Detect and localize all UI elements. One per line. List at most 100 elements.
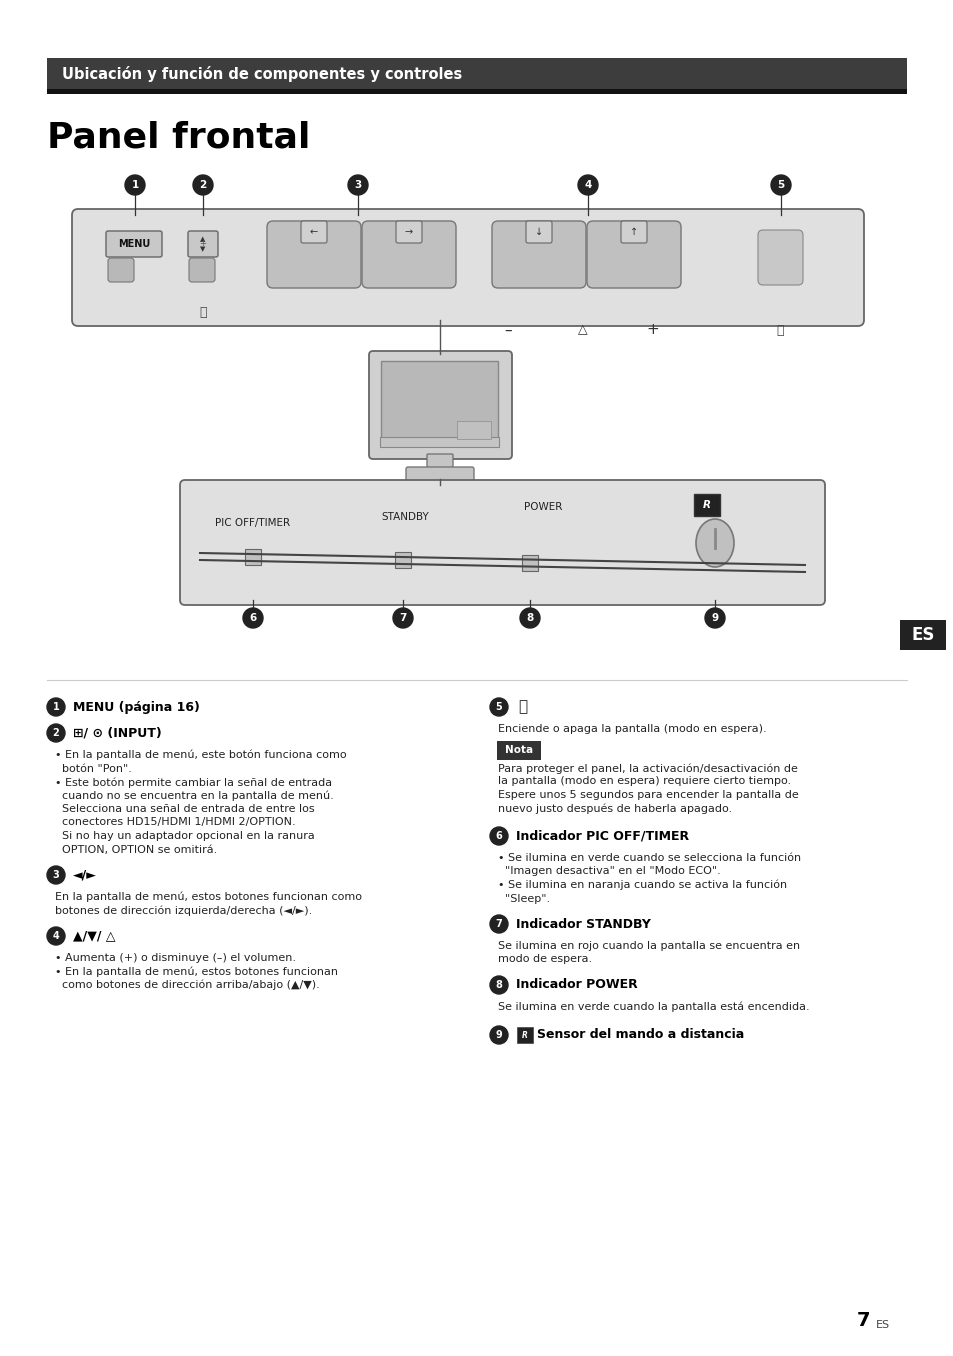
FancyBboxPatch shape	[369, 351, 512, 458]
Text: nuevo justo después de haberla apagado.: nuevo justo después de haberla apagado.	[497, 804, 731, 814]
FancyBboxPatch shape	[71, 209, 863, 325]
FancyBboxPatch shape	[267, 221, 360, 287]
Text: Panel frontal: Panel frontal	[47, 119, 310, 155]
FancyBboxPatch shape	[379, 437, 498, 447]
FancyBboxPatch shape	[620, 221, 646, 243]
FancyBboxPatch shape	[361, 221, 456, 287]
Text: modo de espera.: modo de espera.	[497, 955, 592, 964]
FancyBboxPatch shape	[245, 549, 261, 565]
Text: ▲: ▲	[200, 236, 206, 241]
Text: • En la pantalla de menú, estos botones funcionan: • En la pantalla de menú, estos botones …	[55, 967, 337, 978]
Text: ES: ES	[910, 626, 934, 644]
Text: Selecciona una señal de entrada de entre los: Selecciona una señal de entrada de entre…	[55, 804, 314, 814]
Text: • Este botón permite cambiar la señal de entrada: • Este botón permite cambiar la señal de…	[55, 777, 332, 788]
FancyBboxPatch shape	[180, 480, 824, 605]
Circle shape	[47, 866, 65, 884]
FancyBboxPatch shape	[395, 221, 421, 243]
Text: ↓: ↓	[535, 226, 542, 237]
FancyBboxPatch shape	[525, 221, 552, 243]
Text: Para proteger el panel, la activación/desactivación de: Para proteger el panel, la activación/de…	[497, 763, 797, 773]
Text: 8: 8	[495, 980, 502, 990]
Text: 8: 8	[526, 613, 533, 622]
Text: 3: 3	[52, 871, 59, 880]
Text: 4: 4	[583, 180, 591, 190]
Text: ▼: ▼	[200, 245, 206, 252]
Text: Ubicación y función de componentes y controles: Ubicación y función de componentes y con…	[62, 66, 462, 81]
Text: 7: 7	[496, 919, 502, 929]
Circle shape	[348, 175, 368, 195]
Text: OPTION, OPTION se omitirá.: OPTION, OPTION se omitirá.	[55, 845, 217, 854]
Ellipse shape	[696, 519, 733, 567]
Text: MENU: MENU	[118, 239, 150, 250]
Text: 6: 6	[496, 831, 502, 841]
Text: • Aumenta (+) o disminuye (–) el volumen.: • Aumenta (+) o disminuye (–) el volumen…	[55, 953, 295, 963]
Text: POWER: POWER	[523, 502, 561, 513]
Text: Se ilumina en rojo cuando la pantalla se encuentra en: Se ilumina en rojo cuando la pantalla se…	[497, 941, 800, 951]
Text: STANDBY: STANDBY	[381, 513, 429, 522]
Text: Se ilumina en verde cuando la pantalla está encendida.: Se ilumina en verde cuando la pantalla e…	[497, 1002, 809, 1013]
Text: 7: 7	[399, 613, 406, 622]
Text: PIC OFF/TIMER: PIC OFF/TIMER	[215, 518, 291, 527]
Circle shape	[125, 175, 145, 195]
FancyBboxPatch shape	[492, 221, 585, 287]
Bar	[899, 620, 945, 650]
Circle shape	[47, 724, 65, 742]
Circle shape	[243, 607, 263, 628]
Text: Indicador PIC OFF/TIMER: Indicador PIC OFF/TIMER	[516, 830, 688, 842]
Text: MENU (página 16): MENU (página 16)	[73, 701, 200, 713]
FancyBboxPatch shape	[497, 740, 540, 759]
Circle shape	[47, 698, 65, 716]
Text: 3: 3	[354, 180, 361, 190]
Text: ↑: ↑	[629, 226, 638, 237]
Text: 9: 9	[711, 613, 718, 622]
Text: –: –	[503, 323, 511, 338]
Text: +: +	[199, 240, 206, 248]
FancyBboxPatch shape	[380, 361, 497, 439]
FancyBboxPatch shape	[188, 231, 218, 258]
Text: la pantalla (modo en espera) requiere cierto tiempo.: la pantalla (modo en espera) requiere ci…	[497, 777, 790, 786]
FancyBboxPatch shape	[758, 231, 802, 285]
FancyBboxPatch shape	[406, 466, 474, 481]
Bar	[47, 58, 906, 89]
Text: cuando no se encuentra en la pantalla de menú.: cuando no se encuentra en la pantalla de…	[55, 791, 334, 801]
Circle shape	[490, 1026, 507, 1044]
Text: como botones de dirección arriba/abajo (▲/▼).: como botones de dirección arriba/abajo (…	[55, 980, 319, 990]
Text: 5: 5	[496, 702, 502, 712]
Text: conectores HD15/HDMI 1/HDMI 2/OPTION.: conectores HD15/HDMI 1/HDMI 2/OPTION.	[55, 818, 295, 827]
Text: Sensor del mando a distancia: Sensor del mando a distancia	[537, 1028, 743, 1041]
Circle shape	[393, 607, 413, 628]
Text: R: R	[702, 500, 710, 510]
Text: • Se ilumina en naranja cuando se activa la función: • Se ilumina en naranja cuando se activa…	[497, 880, 786, 891]
Text: ⊞/ ⊙ (INPUT): ⊞/ ⊙ (INPUT)	[73, 727, 162, 739]
FancyBboxPatch shape	[693, 494, 720, 517]
Text: Indicador STANDBY: Indicador STANDBY	[516, 918, 650, 930]
Text: +: +	[646, 323, 659, 338]
Circle shape	[490, 915, 507, 933]
FancyBboxPatch shape	[456, 420, 491, 439]
Text: Nota: Nota	[504, 744, 533, 755]
Text: botón "Pon".: botón "Pon".	[55, 763, 132, 773]
Text: ⏻: ⏻	[776, 324, 783, 336]
Text: Enciende o apaga la pantalla (modo en espera).: Enciende o apaga la pantalla (modo en es…	[497, 724, 766, 734]
Circle shape	[47, 928, 65, 945]
FancyBboxPatch shape	[108, 258, 133, 282]
Text: Indicador POWER: Indicador POWER	[516, 979, 638, 991]
Text: 1: 1	[52, 702, 59, 712]
Text: ◄/►: ◄/►	[73, 868, 97, 881]
FancyBboxPatch shape	[521, 555, 537, 571]
Text: • Se ilumina en verde cuando se selecciona la función: • Se ilumina en verde cuando se seleccio…	[497, 853, 801, 862]
Circle shape	[490, 698, 507, 716]
Circle shape	[704, 607, 724, 628]
FancyBboxPatch shape	[301, 221, 327, 243]
Text: 4: 4	[52, 932, 59, 941]
Text: △: △	[578, 324, 587, 336]
Circle shape	[578, 175, 598, 195]
Text: →: →	[404, 226, 413, 237]
Text: Espere unos 5 segundos para encender la pantalla de: Espere unos 5 segundos para encender la …	[497, 791, 798, 800]
FancyBboxPatch shape	[106, 231, 162, 258]
Text: 6: 6	[249, 613, 256, 622]
Text: Si no hay un adaptador opcional en la ranura: Si no hay un adaptador opcional en la ra…	[55, 831, 314, 841]
FancyBboxPatch shape	[586, 221, 680, 287]
Text: 2: 2	[52, 728, 59, 738]
FancyBboxPatch shape	[517, 1026, 533, 1043]
